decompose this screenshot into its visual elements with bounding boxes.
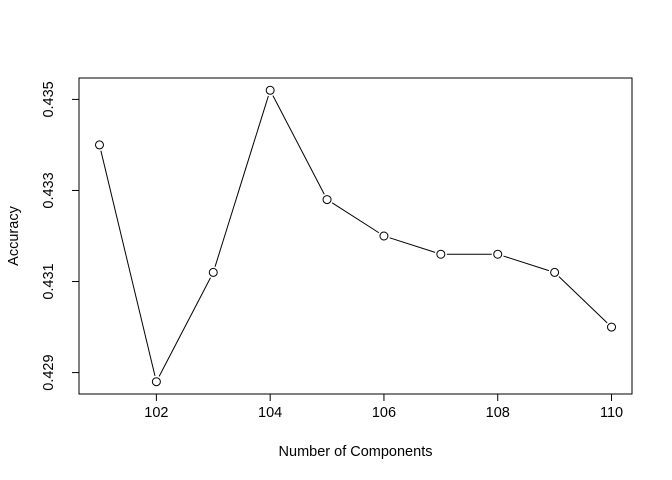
data-point xyxy=(493,249,503,259)
y-tick-label: 0.429 xyxy=(41,354,57,390)
y-axis: 0.429 0.431 0.433 0.435 xyxy=(41,81,79,391)
x-tick-label: 102 xyxy=(144,405,168,421)
y-tick-label: 0.433 xyxy=(41,172,57,208)
plot-frame xyxy=(78,77,633,395)
x-axis: 102 104 106 108 110 xyxy=(144,394,623,421)
data-point xyxy=(550,267,560,277)
y-axis-label: Accuracy xyxy=(6,205,22,265)
series-line-segment xyxy=(503,255,550,272)
series-line-segment xyxy=(558,276,608,324)
series-layer xyxy=(94,85,617,387)
x-tick-label: 108 xyxy=(486,405,510,421)
series-line-segment xyxy=(272,95,325,195)
x-tick-label: 104 xyxy=(258,405,282,421)
series-line-segment xyxy=(158,277,211,377)
data-point xyxy=(379,231,389,241)
series-line-segment xyxy=(100,150,156,376)
x-tick-label: 106 xyxy=(372,405,396,421)
series-line-segment xyxy=(214,95,269,267)
series-line-segment xyxy=(389,237,436,253)
data-point xyxy=(607,322,617,332)
data-point xyxy=(94,140,104,150)
y-tick-label: 0.431 xyxy=(41,263,57,299)
x-axis-label: Number of Components xyxy=(279,444,433,460)
x-tick-label: 110 xyxy=(600,405,623,421)
data-point xyxy=(322,195,332,205)
data-point xyxy=(436,249,446,259)
data-point xyxy=(208,267,218,277)
data-point xyxy=(151,377,161,387)
y-tick-label: 0.435 xyxy=(41,81,57,117)
data-point xyxy=(265,85,275,95)
series-line-segment xyxy=(331,202,380,234)
